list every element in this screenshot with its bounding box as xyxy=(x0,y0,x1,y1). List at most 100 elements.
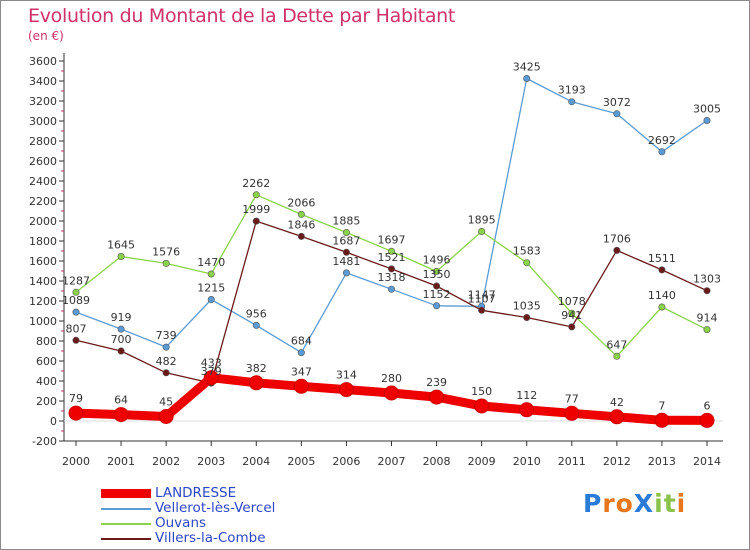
data-label: 314 xyxy=(336,369,357,382)
data-point xyxy=(609,409,625,425)
data-point xyxy=(248,375,264,391)
data-label: 347 xyxy=(291,365,312,378)
y-tick-label: 3400 xyxy=(29,75,57,88)
x-tick-label: 2014 xyxy=(693,455,721,468)
data-point xyxy=(433,267,441,275)
data-point xyxy=(158,409,174,424)
proxiti-logo: ProXiti xyxy=(583,489,687,518)
data-point xyxy=(654,412,670,428)
data-label: 1706 xyxy=(603,232,631,245)
data-label: 1350 xyxy=(423,268,451,281)
data-point xyxy=(387,285,395,293)
data-point xyxy=(387,247,395,255)
data-label: 42 xyxy=(610,396,624,409)
data-point xyxy=(613,246,621,254)
data-label: 1089 xyxy=(62,294,90,307)
y-tick-label: 1600 xyxy=(29,255,57,268)
data-point xyxy=(568,98,576,106)
data-label: 1496 xyxy=(423,253,451,266)
data-label: 3005 xyxy=(693,103,721,116)
data-label: 1078 xyxy=(558,295,586,308)
data-label: 2066 xyxy=(287,196,315,209)
data-label: 1885 xyxy=(332,215,360,228)
data-point xyxy=(162,369,170,377)
data-label: 433 xyxy=(201,357,222,370)
data-label: 2262 xyxy=(242,177,270,190)
data-point xyxy=(162,259,170,267)
data-point xyxy=(117,325,125,333)
data-point xyxy=(478,306,486,314)
data-label: 684 xyxy=(291,335,312,348)
chart-title: Evolution du Montant de la Dette par Hab… xyxy=(28,5,456,27)
legend-swatch xyxy=(101,538,151,540)
data-point xyxy=(613,352,621,360)
x-axis-ticks: 2000 2001 2002 2003 2004 2005 2006 2007 2008 2009… xyxy=(62,441,721,468)
data-point xyxy=(207,270,215,278)
data-point xyxy=(113,407,129,423)
data-point xyxy=(658,148,666,156)
data-label: 1152 xyxy=(423,288,451,301)
data-label: 79 xyxy=(69,392,83,405)
y-tick-label: 2000 xyxy=(29,215,57,228)
data-point xyxy=(523,259,531,267)
y-tick-label: 600 xyxy=(36,355,57,368)
data-point xyxy=(474,398,490,414)
data-label: 280 xyxy=(381,372,402,385)
data-label: 1481 xyxy=(332,255,360,268)
data-point xyxy=(433,302,441,310)
data-label: 941 xyxy=(561,309,582,322)
data-point xyxy=(252,217,260,225)
data-label: 739 xyxy=(156,329,177,342)
x-tick-label: 2012 xyxy=(603,455,631,468)
data-point xyxy=(297,232,305,240)
data-point xyxy=(478,228,486,236)
data-label: 1687 xyxy=(332,234,360,247)
data-label: 1215 xyxy=(197,282,225,295)
data-label: 1521 xyxy=(378,251,406,264)
data-label: 150 xyxy=(471,385,492,398)
data-point xyxy=(523,75,531,83)
data-point xyxy=(523,313,531,321)
data-point xyxy=(433,282,441,290)
legend-swatch xyxy=(101,523,151,525)
data-label: 1303 xyxy=(693,273,721,286)
data-label: 379 xyxy=(201,365,222,378)
data-point xyxy=(387,265,395,273)
data-label: 482 xyxy=(156,355,177,368)
y-axis-ticks: -200 0 200 400 600 800 1000 1200 1400 1600 1800 200… xyxy=(29,55,64,448)
unit-label: (en €) xyxy=(28,29,64,43)
data-point xyxy=(564,405,580,421)
data-point xyxy=(568,323,576,331)
data-point xyxy=(384,385,399,401)
x-tick-label: 2006 xyxy=(332,455,360,468)
series-layer xyxy=(68,75,715,428)
x-tick-label: 2013 xyxy=(648,455,676,468)
data-label: 1511 xyxy=(648,252,676,265)
data-point xyxy=(519,402,535,418)
data-label: 1583 xyxy=(513,245,541,258)
data-point xyxy=(342,269,350,277)
data-point xyxy=(699,412,715,428)
data-label: 1895 xyxy=(468,214,496,227)
data-label: 807 xyxy=(66,322,87,335)
data-label: 64 xyxy=(114,394,128,407)
data-point xyxy=(703,117,711,125)
y-tick-label: 400 xyxy=(36,375,57,388)
data-point xyxy=(429,389,445,405)
y-tick-label: 800 xyxy=(36,335,57,348)
data-label: 1846 xyxy=(287,218,315,231)
legend-label: Villers-la-Combe xyxy=(155,530,266,546)
data-point xyxy=(703,326,711,334)
data-point xyxy=(342,248,350,256)
data-label: 45 xyxy=(159,396,173,409)
data-point xyxy=(252,191,260,199)
data-point xyxy=(207,295,215,303)
data-label: 3425 xyxy=(513,61,541,74)
data-label: 239 xyxy=(426,376,447,389)
data-label: 1645 xyxy=(107,239,135,252)
data-label: 1107 xyxy=(468,292,496,305)
data-point xyxy=(297,210,305,218)
data-point xyxy=(203,370,219,386)
